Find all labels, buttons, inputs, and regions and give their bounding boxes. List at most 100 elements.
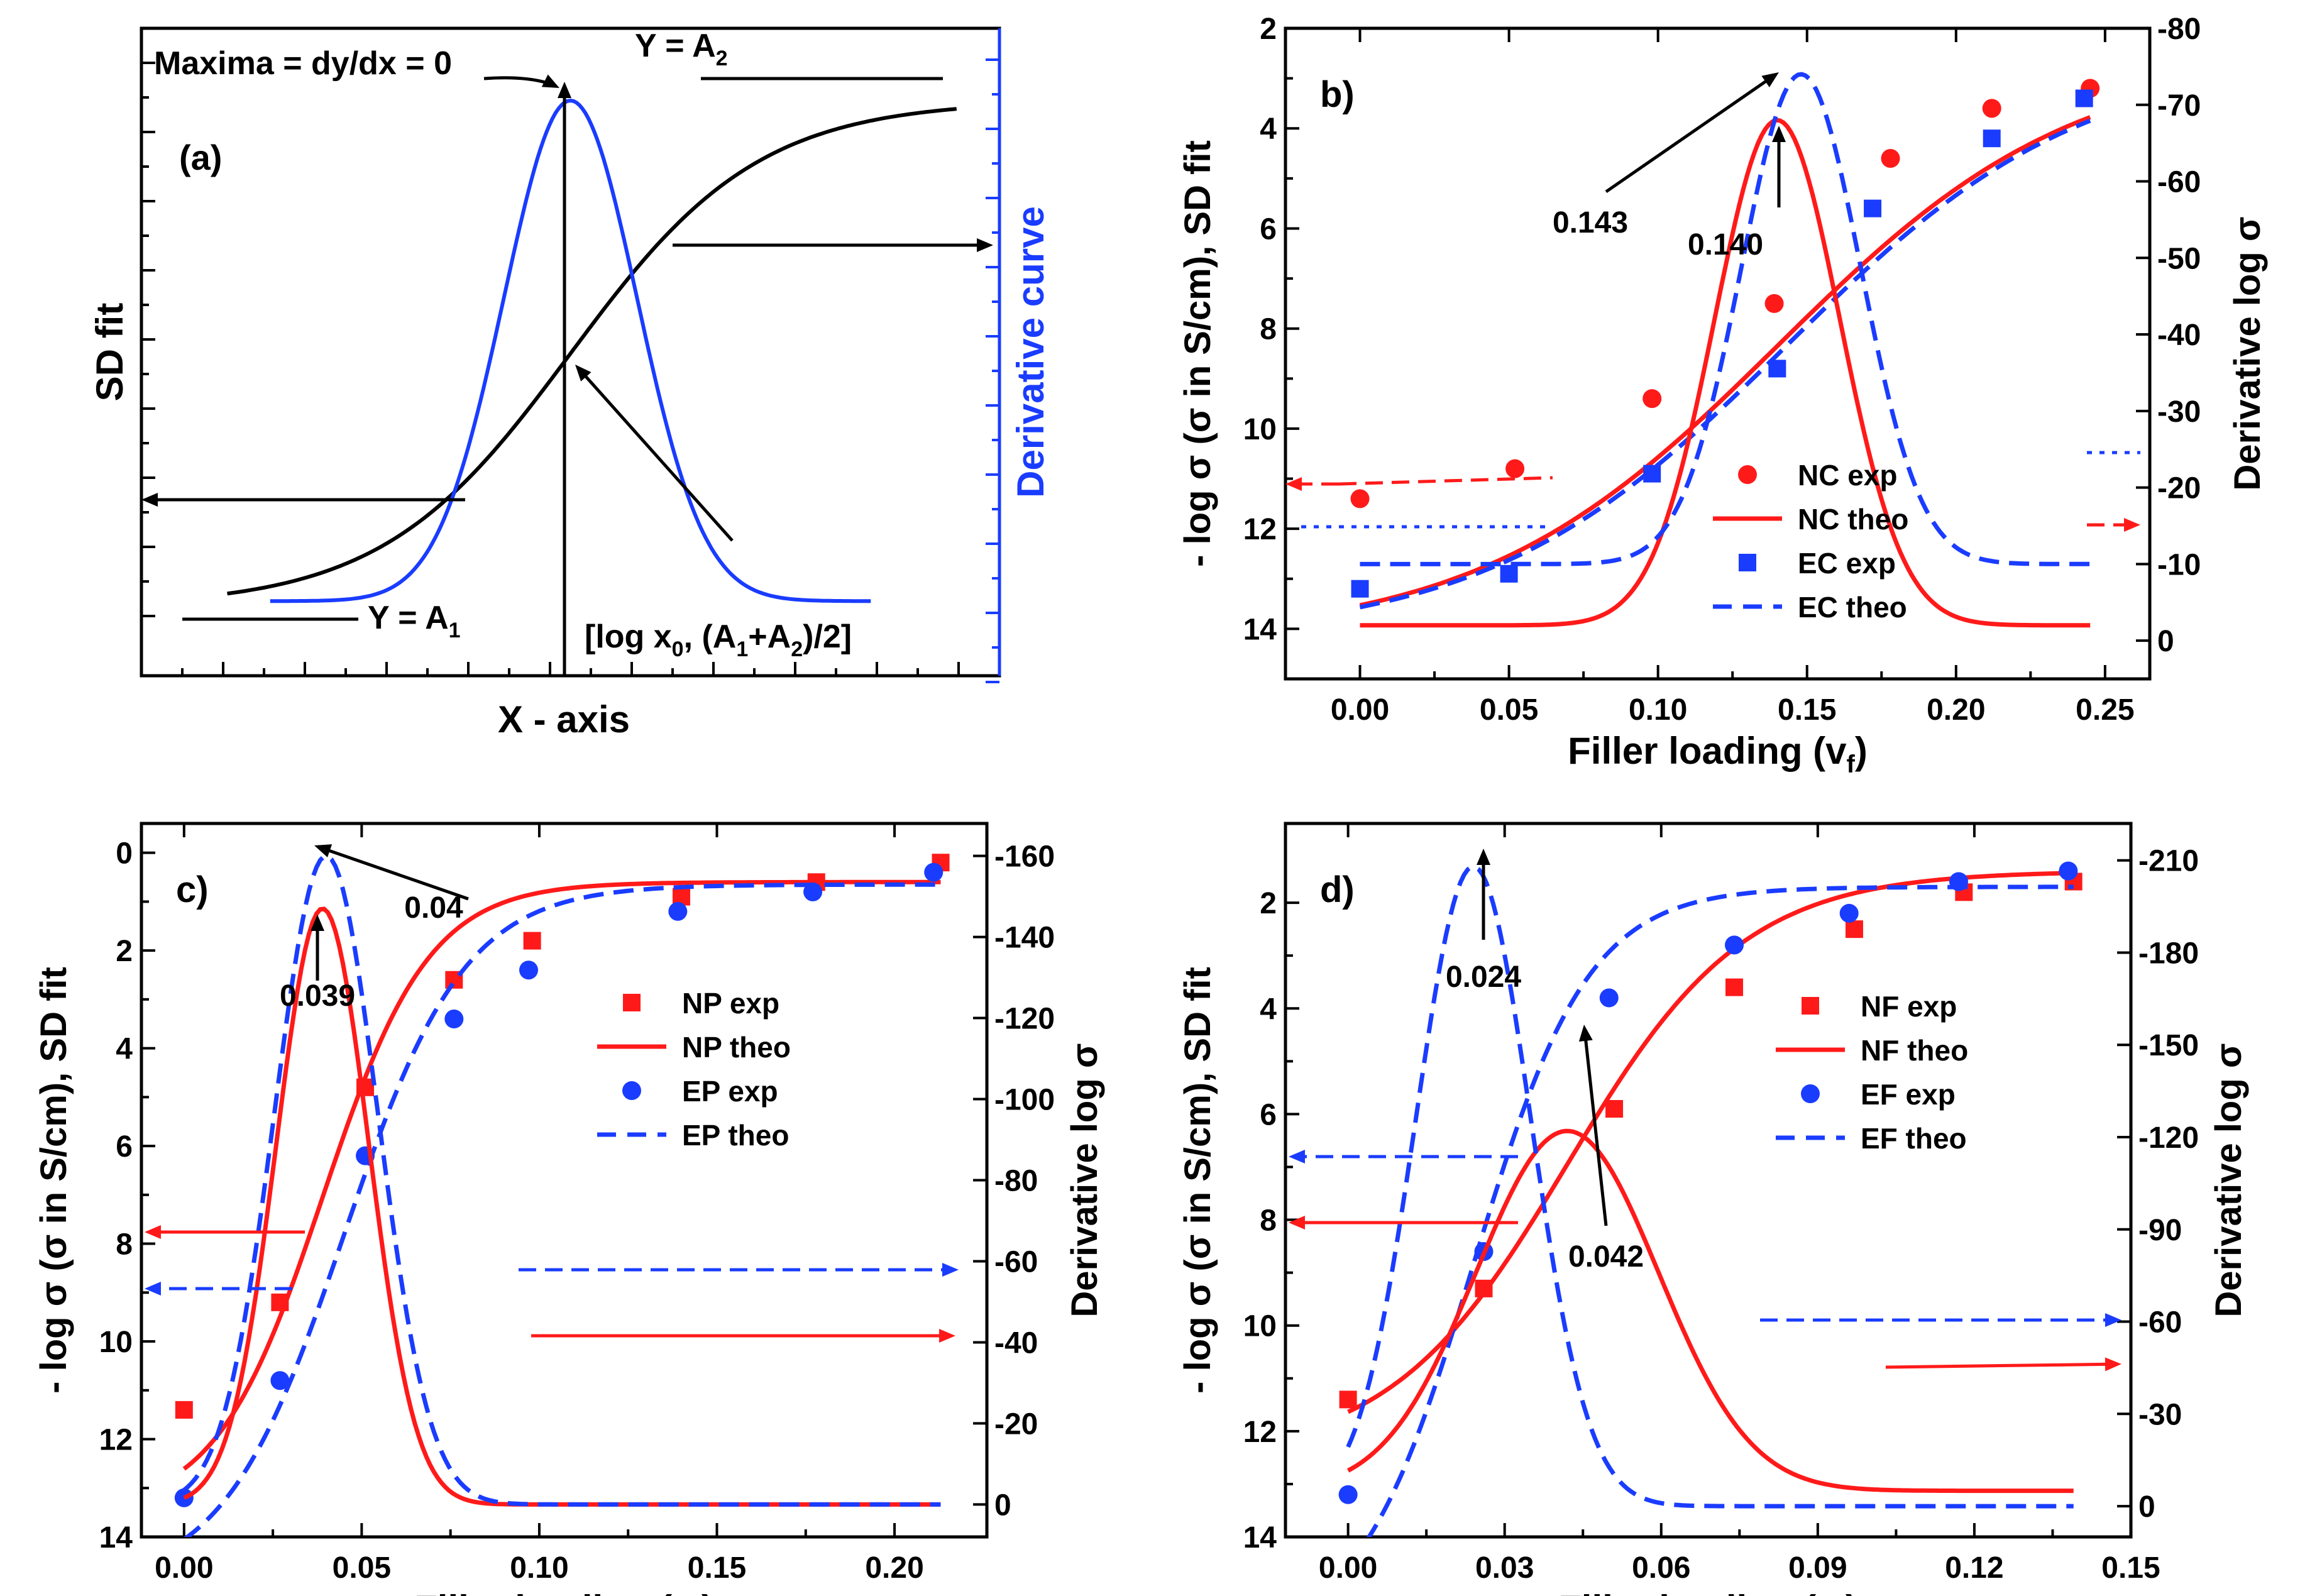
y-tick-label: 6 xyxy=(116,1130,133,1164)
legend-marker xyxy=(1738,465,1757,484)
annotation-arrow-head xyxy=(145,1282,161,1296)
point-ep-exp xyxy=(803,882,823,901)
point-ep-exp xyxy=(924,862,944,882)
y-tick-label: 10 xyxy=(1243,413,1277,446)
line-ep-derivative xyxy=(182,854,941,1507)
x-tick-label: 0.05 xyxy=(333,1551,391,1585)
legend: NF exp NF theo EF exp EF theo xyxy=(1776,990,1968,1155)
y2-tick-label: -180 xyxy=(2138,937,2199,970)
annotation-arrow-head xyxy=(942,1263,959,1277)
legend-label: EF exp xyxy=(1861,1078,1956,1111)
y-tick-label: 2 xyxy=(1260,13,1277,46)
panel-a-label: (a) xyxy=(179,138,222,177)
maxima-pointer-head xyxy=(541,74,559,88)
point-nf-exp xyxy=(1725,978,1744,996)
legend-label: EF theo xyxy=(1861,1122,1967,1155)
annotation-arrow-head xyxy=(314,844,333,857)
line-ec-derivative xyxy=(1360,72,2091,566)
annotation-label: 0.140 xyxy=(1688,228,1763,261)
line-ef-derivative xyxy=(1346,864,2074,1509)
x-tick-label: 0.12 xyxy=(1945,1551,2003,1585)
annotation-arrow-head xyxy=(2124,518,2140,532)
y2-tick-label: -40 xyxy=(2157,319,2201,352)
legend-marker xyxy=(622,1081,641,1100)
x-tick-label: 0.09 xyxy=(1788,1551,1847,1585)
panel-label: b) xyxy=(1320,74,1355,115)
annotation-label: 0.04 xyxy=(404,891,463,925)
x-tick-label: 0.10 xyxy=(510,1551,568,1585)
y-a1-annotation: Y = A1 xyxy=(368,600,461,642)
y2-tick-label: -160 xyxy=(994,840,1055,874)
x-tick-label: 0.00 xyxy=(155,1551,213,1585)
y-tick-label: 4 xyxy=(1260,113,1277,146)
legend-label: EP exp xyxy=(682,1075,778,1108)
legend-marker xyxy=(1739,554,1756,571)
x-tick-label: 0.06 xyxy=(1632,1551,1690,1585)
y-tick-label: 2 xyxy=(116,935,133,968)
panel-b: 0.00 0.05 0.10 0.15 0.20 0.25 2 4 6 8 10 12 14 0 -10 -2… xyxy=(1177,13,2268,778)
annotation-arrow xyxy=(326,848,469,901)
series-derivative-curve xyxy=(270,98,871,603)
point-nc-exp xyxy=(1764,294,1784,313)
x-tick-label: 0.15 xyxy=(2101,1551,2160,1585)
annotation-arrow-head xyxy=(1772,126,1786,142)
y-axis-label-left: - log σ (σ in S/cm), SD fit xyxy=(1177,967,1218,1394)
y-tick-label: 8 xyxy=(1260,313,1277,346)
x-tick-label: 0.25 xyxy=(2076,693,2134,727)
line-ec-theo xyxy=(1359,118,2091,610)
y2-tick-label: -30 xyxy=(2157,395,2201,429)
point-ec-exp xyxy=(1864,199,1882,217)
y2-tick-label: -100 xyxy=(994,1084,1055,1117)
point-ef-exp xyxy=(2059,861,2078,881)
legend-label: NF theo xyxy=(1861,1034,1968,1067)
point-nc-exp xyxy=(1350,489,1370,509)
line-ef-theo xyxy=(1366,884,2074,1537)
y2-tick-label: -70 xyxy=(2157,89,2201,123)
point-ec-exp xyxy=(2075,89,2093,107)
point-nf-exp xyxy=(1339,1390,1357,1409)
x-axis-label: Filler loading (vf) xyxy=(414,1588,714,1596)
annotation-arrow xyxy=(1885,1362,2110,1369)
point-nc-exp xyxy=(1982,99,2001,118)
annotation-arrow-head xyxy=(311,915,324,931)
point-ep-exp xyxy=(668,901,688,921)
point-nc-exp xyxy=(1881,149,1900,168)
annotation-label: 0.024 xyxy=(1446,960,1521,994)
panel-a-ylabel-right: Derivative curve xyxy=(1010,206,1052,498)
panel-a: (a) Maxima = dy/dx = 0 Y = A2 Y = A1 [lo… xyxy=(89,26,1052,740)
y-tick-label: 6 xyxy=(1260,1098,1277,1131)
series-sd-fit xyxy=(227,107,957,596)
panel-a-xlabel: X - axis xyxy=(498,698,630,740)
point-ef-exp xyxy=(1599,988,1619,1008)
line-nc-derivative xyxy=(1360,118,2091,628)
annotation-arrow-head xyxy=(145,1225,161,1239)
y2-tick-label: -20 xyxy=(994,1407,1038,1441)
legend: NC exp NC theo EC exp EC theo xyxy=(1713,459,1908,624)
annotation-arrow-head xyxy=(1289,1150,1305,1164)
y-axis-label-right: Derivative log σ xyxy=(2208,1043,2249,1317)
maxima-pointer xyxy=(483,76,554,87)
annotation-arrow-head xyxy=(939,1329,955,1343)
legend-label: NP theo xyxy=(682,1031,791,1064)
legend-label: EP theo xyxy=(682,1119,789,1152)
point-nc-exp xyxy=(1505,459,1525,478)
annotation-label: 0.039 xyxy=(280,979,355,1013)
y2-tick-label: -120 xyxy=(994,1003,1055,1036)
x-tick-label: 0.00 xyxy=(1319,1551,1377,1585)
legend-label: NC exp xyxy=(1798,459,1897,492)
legend-label: NP exp xyxy=(682,987,779,1020)
y2-tick-label: -20 xyxy=(2157,472,2201,505)
y-tick-label: 8 xyxy=(116,1228,133,1262)
series-group xyxy=(1338,861,2083,1537)
y2-tick-label: -50 xyxy=(2157,242,2201,275)
annotation-arrow-head xyxy=(1761,72,1779,87)
panel-d: 0.00 0.03 0.06 0.09 0.12 0.15 2 4 6 8 10 12 14 0 -30 -6… xyxy=(1177,822,2249,1596)
y-tick-label: 12 xyxy=(1243,513,1277,546)
x-axis-label: Filler loading (vf) xyxy=(1568,730,1868,778)
sd-axis-arrow-head xyxy=(141,493,158,507)
point-nf-exp xyxy=(1845,920,1863,938)
y-axis-label-left: - log σ (σ in S/cm), SD fit xyxy=(1177,140,1218,567)
legend-label: NC theo xyxy=(1798,503,1908,536)
y2-tick-label: 0 xyxy=(2157,625,2174,658)
